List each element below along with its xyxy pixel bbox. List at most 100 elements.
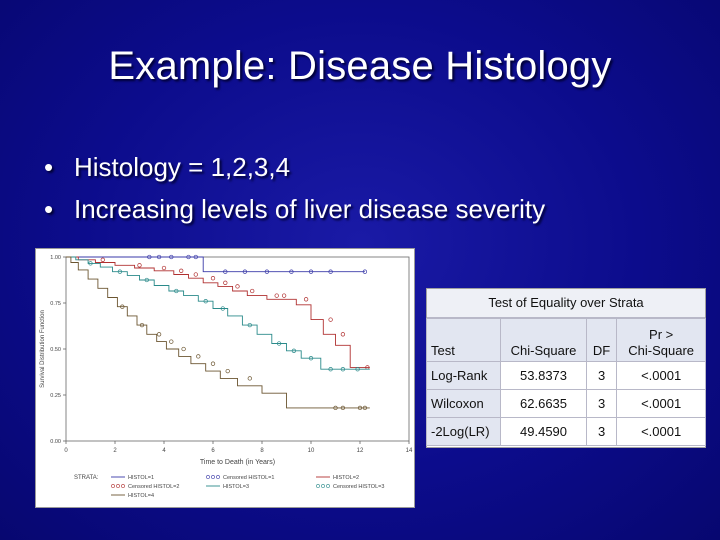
x-tick-label: 2 <box>113 448 117 454</box>
censored-marker <box>276 341 282 346</box>
censored-marker <box>328 269 333 274</box>
censored-marker <box>220 306 225 311</box>
p-value-cell: <.0001 <box>616 417 706 446</box>
censored-marker <box>250 288 255 294</box>
df-cell: 3 <box>585 361 618 390</box>
test-name-cell: Log-Rank <box>425 361 502 390</box>
censored-marker <box>193 272 198 277</box>
table-row: Wilcoxon 62.6635 3 <.0001 <box>425 389 706 418</box>
censored-marker <box>281 293 287 298</box>
censored-marker <box>289 269 294 274</box>
column-header-chi-square: Chi-Square <box>500 318 587 362</box>
censored-marker <box>362 405 368 411</box>
censored-marker <box>193 254 198 260</box>
p-value-cell: <.0001 <box>616 389 706 418</box>
x-tick-label: 4 <box>162 448 166 454</box>
censored-marker <box>291 348 297 353</box>
censored-marker <box>223 269 228 274</box>
y-tick-label: 1.00 <box>50 255 61 261</box>
censored-marker <box>340 367 346 372</box>
legend-entry-label: HISTOL=4 <box>128 493 154 499</box>
censored-marker <box>181 346 186 352</box>
table-title: Test of Equality over Strata <box>427 289 705 318</box>
p-value-cell: <.0001 <box>616 361 706 390</box>
legend-entry-label: Censored HISTOL=3 <box>333 484 384 490</box>
censored-marker <box>328 317 333 322</box>
censored-marker <box>156 254 162 260</box>
legend-entry-label: HISTOL=1 <box>128 475 154 481</box>
censored-marker <box>308 269 314 274</box>
censored-marker <box>137 263 142 268</box>
legend-swatch-censored <box>326 484 330 488</box>
bullet-text: Increasing levels of liver disease sever… <box>74 194 546 224</box>
censored-marker <box>179 268 184 273</box>
censored-marker <box>156 332 162 337</box>
chi-square-cell: 49.4590 <box>500 417 587 446</box>
column-header-test: Test <box>425 318 502 362</box>
table-row: Log-Rank 53.8373 3 <.0001 <box>425 361 706 390</box>
slide-title: Example: Disease Histology <box>108 44 612 88</box>
censored-marker <box>161 265 167 271</box>
censored-marker <box>308 356 314 361</box>
censored-marker <box>247 376 252 381</box>
censored-marker <box>147 254 152 260</box>
y-axis-label: Survival Distribution Function <box>40 310 46 388</box>
equality-test-table-panel: Test of Equality over Strata Test Chi-Sq… <box>425 288 706 448</box>
equality-test-table: Test Chi-Square DF Pr > Chi-Square Log-Ra… <box>425 318 706 446</box>
survival-chart: 0 2 4 6 8 10 12 14 0.00 0.25 0.50 0.75 1.00 Time to D… <box>40 254 413 499</box>
censored-marker <box>340 405 346 411</box>
x-tick-label: 10 <box>308 448 315 454</box>
legend-swatch-censored <box>116 484 120 488</box>
x-tick-label: 8 <box>260 448 264 454</box>
censored-marker <box>355 367 360 372</box>
censored-marker <box>328 367 333 372</box>
column-header-p-value: Pr > Chi-Square <box>616 318 706 362</box>
censored-marker <box>196 354 201 359</box>
censored-marker <box>264 269 270 274</box>
censored-marker <box>210 276 216 281</box>
censored-marker <box>139 322 145 328</box>
legend-swatch-censored <box>211 475 215 479</box>
censored-marker <box>242 269 248 274</box>
censored-marker <box>362 269 368 274</box>
legend-title: STRATA: <box>74 475 99 481</box>
censored-marker <box>88 261 93 266</box>
df-cell: 3 <box>585 389 618 418</box>
legend-swatch-censored <box>206 475 210 479</box>
censored-marker <box>186 254 191 260</box>
censored-marker <box>340 332 346 337</box>
censored-marker <box>274 293 279 298</box>
bullet-text: Histology = 1,2,3,4 <box>74 152 291 182</box>
legend-swatch-censored <box>316 484 320 488</box>
y-tick-label: 0.75 <box>50 301 61 307</box>
df-cell: 3 <box>585 417 618 446</box>
censored-marker <box>210 361 216 366</box>
survival-curve-3 <box>66 256 370 370</box>
x-axis-label: Time to Death (in Years) <box>200 459 275 466</box>
y-tick-label: 0.50 <box>50 347 61 353</box>
legend-swatch-censored <box>111 484 115 488</box>
bullet-dot: • <box>44 194 54 224</box>
bullet-dot: • <box>44 152 54 182</box>
censored-marker <box>223 280 228 285</box>
censored-marker <box>169 339 174 344</box>
test-name-cell: Wilcoxon <box>425 389 502 418</box>
legend-swatch-censored <box>321 484 325 488</box>
censored-marker <box>117 269 123 274</box>
censored-marker <box>144 277 149 283</box>
censored-marker <box>333 405 338 411</box>
x-tick-label: 6 <box>211 448 215 454</box>
censored-marker <box>303 297 309 302</box>
censored-marker <box>169 254 174 260</box>
censored-marker <box>174 288 179 294</box>
survival-curve-4 <box>66 256 370 409</box>
table-header-row: Test Chi-Square DF Pr > Chi-Square <box>425 318 706 362</box>
censored-marker <box>247 322 252 328</box>
x-tick-label: 14 <box>406 448 413 454</box>
censored-marker <box>225 368 230 374</box>
censored-marker <box>203 299 208 304</box>
legend-entry-label: HISTOL=2 <box>333 475 359 481</box>
legend-entry-label: Censored HISTOL=1 <box>223 475 274 481</box>
censored-marker <box>235 284 240 289</box>
y-tick-label: 0.00 <box>50 439 61 445</box>
